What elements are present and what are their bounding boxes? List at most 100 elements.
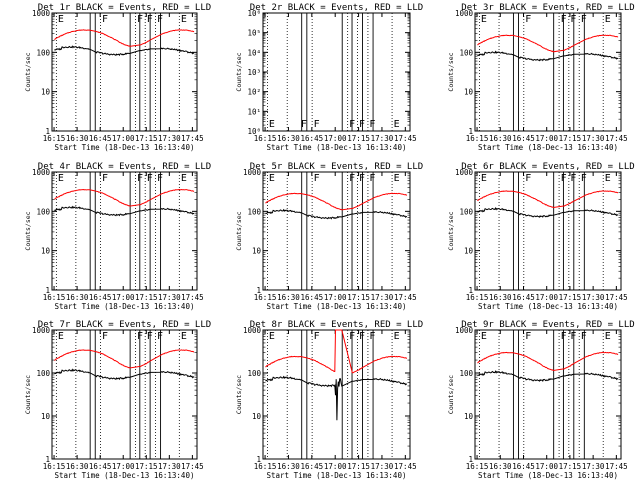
y-tick-label: 1000 — [243, 168, 262, 177]
flag-label: F — [581, 331, 587, 342]
flag-label: E — [394, 331, 400, 342]
panel-title: Det 7r BLACK = Events, RED = LLD — [38, 320, 211, 330]
x-tick-label: 17:30 — [158, 293, 181, 302]
flag-label: E — [269, 119, 275, 130]
x-tick-label: 17:00 — [112, 462, 135, 471]
x-tick-label: 16:45 — [89, 462, 112, 471]
flag-label: F — [349, 173, 355, 184]
y-axis-label: Counts/sec — [24, 211, 32, 250]
x-tick-label: 16:30 — [277, 134, 300, 143]
x-tick-label: 17:15 — [347, 462, 370, 471]
x-tick-label: 17:45 — [181, 293, 204, 302]
panel-det-5r: Det 5r BLACK = Events, RED = LLD 16:15 16:… — [235, 162, 423, 311]
x-tick-label: 17:45 — [605, 134, 628, 143]
plot-frame — [51, 171, 198, 291]
x-tick-label: 17:00 — [535, 462, 558, 471]
x-tick-label: 17:30 — [582, 462, 605, 471]
y-tick-label: 1 — [45, 127, 50, 136]
y-axis-label: Counts/sec — [24, 375, 32, 414]
y-tick-label: 10 — [464, 247, 474, 256]
series-events — [54, 368, 195, 381]
y-tick-label: 1000 — [32, 9, 51, 18]
flag-label: F — [525, 331, 531, 342]
x-tick-label: 16:30 — [66, 462, 89, 471]
flag-label: E — [58, 173, 64, 184]
flag-label: F — [561, 14, 567, 25]
series-lld — [54, 349, 195, 369]
x-tick-label: 17:15 — [559, 462, 582, 471]
y-tick-label: 100 — [459, 369, 473, 378]
plot-frame — [51, 329, 198, 460]
flag-label: F — [359, 331, 365, 342]
y-tick-label: 10⁴ — [247, 48, 261, 57]
plot-frame — [262, 171, 411, 291]
series-lld — [477, 34, 619, 53]
flag-label: F — [314, 173, 320, 184]
x-tick-label: 17:30 — [371, 462, 394, 471]
flag-label: F — [157, 331, 163, 342]
flag-label: F — [137, 14, 143, 25]
flag-label: F — [570, 173, 576, 184]
x-tick-label: 17:15 — [347, 293, 370, 302]
x-tick-label: 17:00 — [535, 134, 558, 143]
flag-label: F — [349, 331, 355, 342]
x-tick-label: 16:45 — [301, 293, 324, 302]
x-tick-label: 17:00 — [112, 134, 135, 143]
x-tick-label: 17:30 — [371, 134, 394, 143]
x-tick-label: 16:45 — [301, 462, 324, 471]
x-tick-label: 17:30 — [158, 134, 181, 143]
y-tick-label: 1000 — [455, 168, 474, 177]
y-tick-label: 1 — [256, 286, 261, 295]
y-axis-label: Counts/sec — [447, 375, 455, 414]
x-tick-label: 16:45 — [89, 134, 112, 143]
x-tick-label: 17:15 — [135, 134, 158, 143]
x-tick-label: 16:30 — [66, 134, 89, 143]
flag-label: F — [137, 173, 143, 184]
x-tick-label: 17:15 — [347, 134, 370, 143]
flag-label: F — [359, 173, 365, 184]
y-tick-label: 1000 — [32, 326, 51, 335]
x-tick-label: 16:30 — [489, 293, 512, 302]
series-lld — [265, 192, 408, 211]
flag-label: E — [269, 331, 275, 342]
flag-label: F — [157, 14, 163, 25]
y-tick-label: 1 — [468, 286, 473, 295]
x-tick-label: 16:15 — [43, 293, 66, 302]
panel-title: Det 9r BLACK = Events, RED = LLD — [461, 320, 634, 330]
flag-label: F — [147, 331, 153, 342]
flag-label: F — [314, 331, 320, 342]
series-events — [265, 208, 408, 220]
x-axis-label: Start Time (18-Dec-13 16:13:40) — [267, 471, 407, 480]
flag-label: E — [58, 331, 64, 342]
flag-label: E — [605, 331, 611, 342]
x-tick-label: 16:45 — [512, 134, 535, 143]
flag-label: E — [181, 331, 187, 342]
flag-label: E — [269, 173, 275, 184]
x-axis-label: Start Time (18-Dec-13 16:13:40) — [478, 302, 618, 311]
flag-label: E — [181, 14, 187, 25]
x-axis-label: Start Time (18-Dec-13 16:13:40) — [55, 302, 195, 311]
panel-title: Det 2r BLACK = Events, RED = LLD — [250, 3, 423, 13]
panel-title: Det 5r BLACK = Events, RED = LLD — [250, 162, 423, 172]
x-tick-label: 16:30 — [489, 134, 512, 143]
flag-label: F — [147, 173, 153, 184]
flag-label: F — [525, 14, 531, 25]
x-tick-label: 16:15 — [254, 293, 277, 302]
panel-title: Det 3r BLACK = Events, RED = LLD — [461, 3, 634, 13]
flag-label: F — [102, 331, 108, 342]
y-tick-label: 10 — [41, 412, 51, 421]
x-tick-label: 16:15 — [466, 293, 489, 302]
flag-label: F — [369, 119, 375, 130]
x-axis-label: Start Time (18-Dec-13 16:13:40) — [55, 471, 195, 480]
flag-label: F — [369, 173, 375, 184]
panel-title: Det 4r BLACK = Events, RED = LLD — [38, 162, 211, 172]
y-tick-label: 10³ — [247, 68, 261, 77]
x-tick-label: 17:00 — [324, 134, 347, 143]
flag-label: F — [314, 119, 320, 130]
y-tick-label: 10⁵ — [247, 29, 261, 38]
